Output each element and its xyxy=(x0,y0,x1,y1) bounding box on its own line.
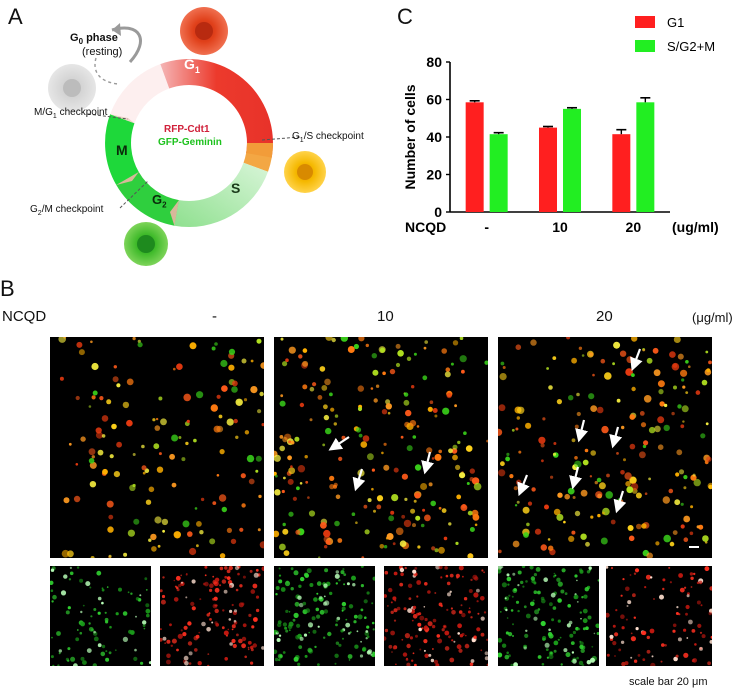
panel-label-c: C xyxy=(397,4,413,29)
micrograph-green-10 xyxy=(274,566,375,666)
gfp-geminin-label: GFP-Geminin xyxy=(158,137,222,148)
micrograph-green-control xyxy=(50,566,151,666)
s-segment xyxy=(174,162,268,227)
cell-count-bar-chart: 0 20 40 60 80 Number of cells - 10 20 NCQD (ug/ml)… xyxy=(402,15,719,235)
micrograph-merged-control xyxy=(50,337,264,558)
bar-g1-1 xyxy=(539,127,557,212)
mg1-checkpoint-label: M/G1 checkpoint xyxy=(34,107,108,120)
legend-label-0: G1 xyxy=(667,15,684,30)
green-cell-icon xyxy=(124,222,168,266)
x-axis-label: NCQD xyxy=(405,219,446,235)
y-tick-label: 0 xyxy=(434,204,442,220)
micrograph-red-10 xyxy=(384,566,488,666)
bar-sg2m-2 xyxy=(636,102,655,212)
ncqd-row-label: NCQD xyxy=(2,308,47,325)
micrograph-green-20 xyxy=(498,566,599,666)
micrograph-red-control xyxy=(160,566,264,666)
g0-phase-label: G0 phase xyxy=(70,32,118,47)
legend-label-1: S/G2+M xyxy=(667,39,715,54)
bar-sg2m-0 xyxy=(489,134,508,212)
micrograph-merged-10 xyxy=(274,337,488,558)
red-cell-icon xyxy=(180,7,228,55)
bar-g1-2 xyxy=(612,134,631,212)
x-tick-label: - xyxy=(484,219,489,235)
g1s-segment xyxy=(243,143,274,172)
condition-label-2: 10 xyxy=(377,308,394,325)
g1s-checkpoint-label: G1/S checkpoint xyxy=(292,131,364,144)
micrograph-merged-20 xyxy=(498,337,712,558)
y-tick-label: 40 xyxy=(426,129,442,145)
s-label: S xyxy=(231,180,241,196)
g1-label: G1 xyxy=(184,56,200,75)
g2m-checkpoint-label: G2/M checkpoint xyxy=(30,204,104,217)
legend-swatch-0 xyxy=(635,16,655,28)
m-label: M xyxy=(116,142,128,158)
condition-label-3: 20 xyxy=(596,308,613,325)
y-tick-label: 60 xyxy=(426,92,442,108)
panel-label-b: B xyxy=(0,276,15,301)
y-tick-label: 80 xyxy=(426,54,442,70)
yellow-cell-icon xyxy=(284,151,326,193)
grey-cell-icon xyxy=(48,64,96,112)
cell-cycle-diagram xyxy=(48,7,326,266)
g2-label: G2 xyxy=(152,192,167,210)
condition-label-1: - xyxy=(212,308,217,325)
y-tick-label: 20 xyxy=(426,167,442,183)
m-segment xyxy=(105,114,139,185)
micrograph-red-20 xyxy=(606,566,712,666)
g1-segment xyxy=(160,59,273,158)
x-unit-label: (ug/ml) xyxy=(672,219,719,235)
x-tick-label: 10 xyxy=(552,219,568,235)
rfp-cdt1-label: RFP-Cdt1 xyxy=(164,124,210,135)
unit-label: (μg/ml) xyxy=(692,310,733,325)
bar-g1-0 xyxy=(465,102,484,212)
g2-segment xyxy=(116,172,179,226)
resting-label: (resting) xyxy=(82,46,123,58)
panel-label-a: A xyxy=(8,4,23,29)
legend-swatch-1 xyxy=(635,40,655,52)
bar-sg2m-1 xyxy=(563,108,581,212)
scale-bar-caption: scale bar 20 μm xyxy=(629,676,708,688)
x-tick-label: 20 xyxy=(626,219,642,235)
y-axis-label: Number of cells xyxy=(402,84,418,189)
